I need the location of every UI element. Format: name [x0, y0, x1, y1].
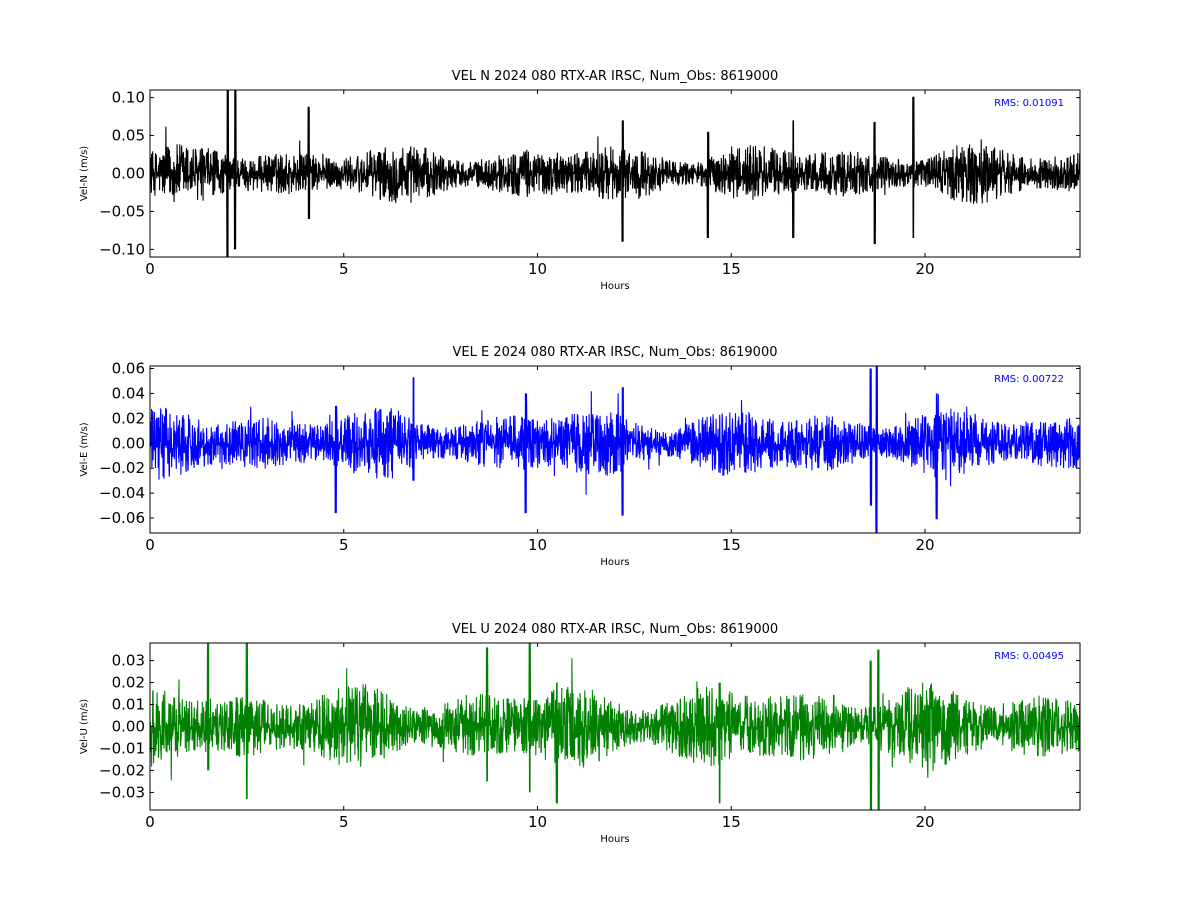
- x-tick-label: 5: [339, 536, 349, 554]
- x-tick-label: 15: [722, 813, 741, 831]
- subplot-2: 0 5 10 15 20 0.06 0.04 0.02 0.00 −0.02 −0.04 −0.06 V…: [79, 345, 1081, 568]
- x-tick-label: 10: [528, 260, 547, 278]
- x-tick-label: 0: [145, 260, 155, 278]
- y-tick-label: 0.06: [112, 359, 145, 377]
- y-tick-label: −0.01: [99, 739, 145, 757]
- y-tick-label: 0.10: [112, 89, 145, 107]
- x-tick-label: 0: [145, 813, 155, 831]
- y-axis-label: Vel-E (m/s): [79, 422, 90, 476]
- y-tick-label: 0.00: [112, 165, 145, 183]
- x-tick-label: 0: [145, 536, 155, 554]
- series-line: [150, 643, 1080, 810]
- y-tick-label: 0.02: [112, 409, 145, 427]
- x-tick-label: 15: [722, 260, 741, 278]
- subplot-3: 0 5 10 15 20 0.03 0.02 0.01 0.00 −0.01 −0.02 −0.03 V…: [79, 622, 1081, 845]
- x-tick-label: 20: [915, 536, 934, 554]
- y-tick-label: 0.03: [112, 652, 145, 670]
- x-tick-label: 5: [339, 260, 349, 278]
- rms-annotation: RMS: 0.00722: [994, 374, 1064, 385]
- x-axis-label: Hours: [600, 281, 629, 292]
- chart-title: VEL U 2024 080 RTX-AR IRSC, Num_Obs: 861…: [452, 622, 778, 637]
- y-tick-label: 0.02: [112, 674, 145, 692]
- axes-frame: [149, 365, 1081, 534]
- y-tick-label: −0.02: [99, 459, 145, 477]
- x-tick-label: 20: [915, 813, 934, 831]
- x-tick-label: 5: [339, 813, 349, 831]
- y-tick-label: −0.06: [99, 509, 145, 527]
- series-line: [150, 366, 1080, 533]
- y-tick-label: −0.10: [99, 240, 145, 258]
- x-tick-label: 10: [528, 813, 547, 831]
- y-tick-label: −0.02: [99, 761, 145, 779]
- y-tick-label: 0.05: [112, 127, 145, 145]
- y-axis-label: Vel-U (m/s): [79, 699, 90, 754]
- rms-annotation: RMS: 0.01091: [994, 98, 1064, 109]
- chart-title: VEL E 2024 080 RTX-AR IRSC, Num_Obs: 861…: [453, 345, 778, 360]
- chart-title: VEL N 2024 080 RTX-AR IRSC, Num_Obs: 861…: [452, 69, 779, 84]
- y-tick-label: 0.00: [112, 434, 145, 452]
- y-tick-label: −0.03: [99, 783, 145, 801]
- x-tick-label: 20: [915, 260, 934, 278]
- series-line: [150, 90, 1080, 257]
- y-tick-label: −0.04: [99, 484, 145, 502]
- y-tick-label: −0.05: [99, 202, 145, 220]
- y-axis-label: Vel-N (m/s): [79, 146, 90, 201]
- x-tick-label: 10: [528, 536, 547, 554]
- y-tick-label: 0.04: [112, 384, 145, 402]
- subplot-1: 0 5 10 15 20 0.10 0.05 0.00 −0.05 −0.10 VEL N 2024…: [79, 69, 1081, 292]
- y-tick-label: 0.01: [112, 696, 145, 714]
- x-axis-label: Hours: [600, 834, 629, 845]
- x-axis-label: Hours: [600, 557, 629, 568]
- y-tick-label: 0.00: [112, 718, 145, 736]
- x-tick-label: 15: [722, 536, 741, 554]
- rms-annotation: RMS: 0.00495: [994, 651, 1064, 662]
